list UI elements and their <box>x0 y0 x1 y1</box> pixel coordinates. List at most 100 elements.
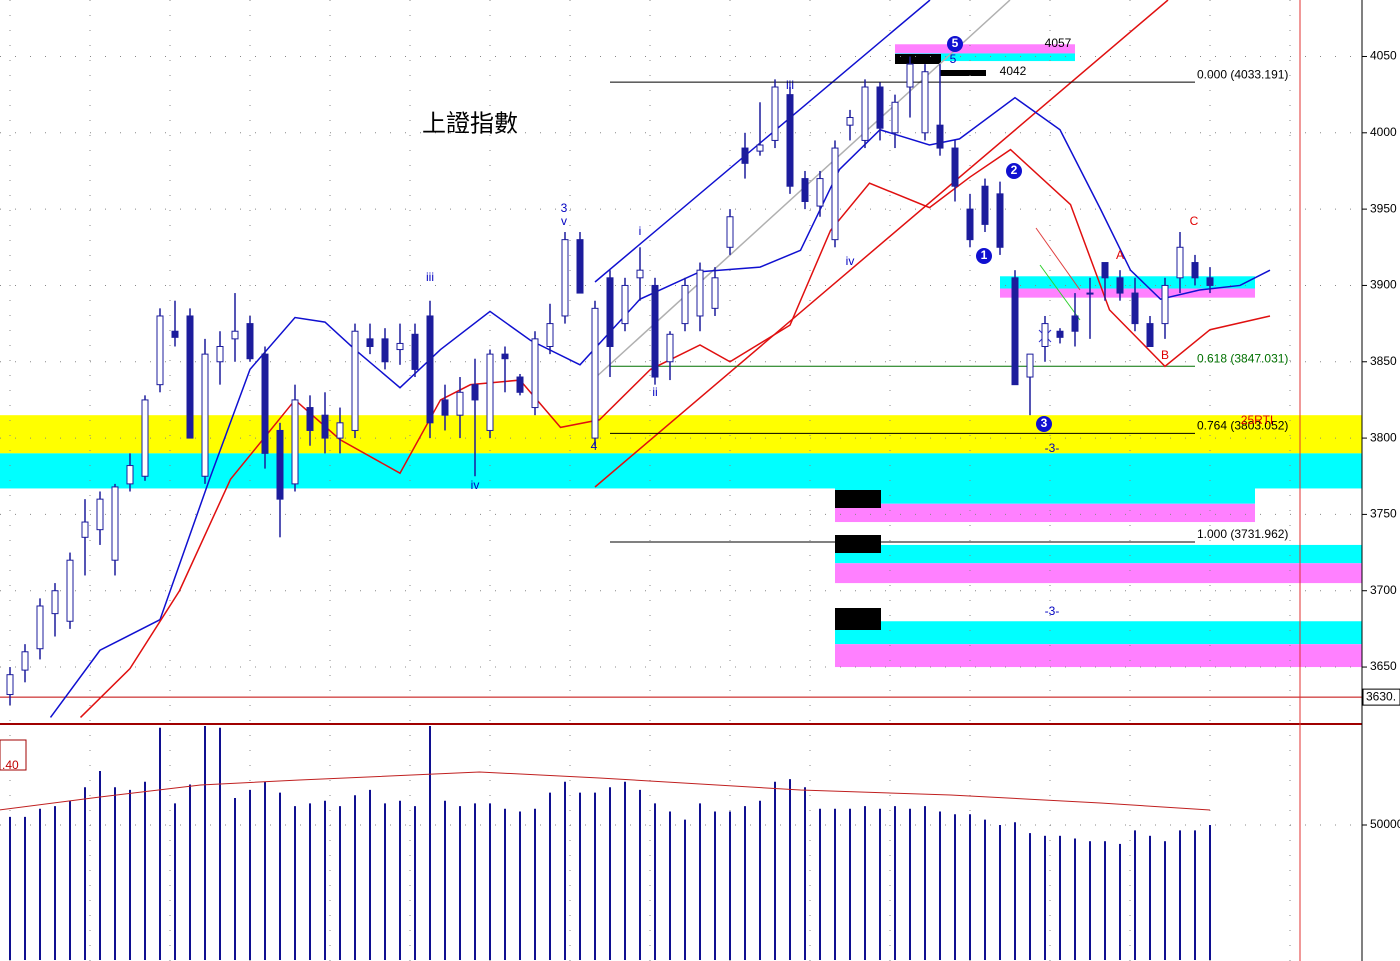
candle-body <box>471 384 479 401</box>
candle-body <box>486 353 494 431</box>
candle-body <box>126 465 134 485</box>
zone <box>835 563 1362 584</box>
candle-body <box>201 353 209 477</box>
candle-body <box>801 178 809 202</box>
candle-body <box>96 498 104 531</box>
price-tag <box>1362 688 1400 706</box>
candle-body <box>831 147 839 241</box>
candle-body <box>876 86 884 129</box>
candle-body <box>276 429 284 500</box>
marker-block <box>835 490 881 508</box>
candle-body <box>846 117 854 126</box>
zone <box>1000 276 1255 289</box>
price-pane <box>0 56 1362 718</box>
candle-body <box>726 216 734 248</box>
candle-body <box>621 284 629 325</box>
candle-body <box>336 422 344 439</box>
candle-body <box>966 208 974 241</box>
candle-body <box>516 376 524 393</box>
moving-average <box>79 148 1271 718</box>
annotation: -3- <box>1045 441 1060 455</box>
candle-body <box>651 284 659 378</box>
candle-body <box>1116 277 1124 294</box>
candle-body <box>6 674 14 696</box>
annotation: 3 <box>1041 416 1048 430</box>
fib-label: 0.618 (3847.031) <box>1197 351 1288 365</box>
wave-circle <box>1036 416 1052 432</box>
wave-circle <box>976 248 992 264</box>
candle-body <box>321 414 329 439</box>
candle-body <box>681 284 689 325</box>
fib-label: 1.000 (3731.962) <box>1197 527 1288 541</box>
annotation: i <box>639 224 642 238</box>
candle-body <box>816 178 824 207</box>
candle-body <box>531 338 539 409</box>
channel-line <box>594 0 931 283</box>
volume-label: .40 <box>2 758 19 772</box>
candle-body <box>1191 262 1199 279</box>
candle-body <box>411 333 419 370</box>
y-tick-label: 3750 <box>1370 507 1397 521</box>
chart-title: 上證指數 <box>422 110 518 138</box>
candle-body <box>156 315 164 386</box>
candle-body <box>1071 315 1079 332</box>
zones <box>0 44 1362 668</box>
candle-body <box>1026 353 1034 378</box>
trend-lines <box>594 0 1169 488</box>
candle-body <box>351 330 359 431</box>
annotation: 2 <box>1011 163 1018 177</box>
candle-body <box>636 269 644 279</box>
candle-body <box>171 330 179 338</box>
candle-body <box>456 391 464 416</box>
y-tick-label: 3950 <box>1370 201 1397 215</box>
zone <box>835 644 1362 668</box>
y-tick-label: 3700 <box>1370 583 1397 597</box>
candle-body <box>1101 262 1109 279</box>
marker-block <box>835 608 881 630</box>
candle-body <box>576 239 584 294</box>
annotation: A <box>1116 248 1124 262</box>
candle-body <box>36 605 44 650</box>
volume-pane <box>0 726 1211 960</box>
trend-line <box>594 0 1169 488</box>
candle-body <box>546 323 554 347</box>
y-tick-label: 4000 <box>1370 125 1397 139</box>
fib-label: 0.764 (3803.052) <box>1197 419 1288 433</box>
candle-body <box>66 559 74 622</box>
candle-body <box>996 193 1004 248</box>
candle-body <box>951 147 959 187</box>
annotation: 5 <box>950 52 957 66</box>
annotation: v <box>561 214 567 228</box>
zone <box>835 544 1362 564</box>
y-tick-label: 4050 <box>1370 49 1397 63</box>
candle-body <box>381 338 389 363</box>
fib-label: 0.000 (4033.191) <box>1197 67 1288 81</box>
sketch-line <box>1035 227 1081 291</box>
fib-levels: 0.000 (4033.191) 0.618 (3847.031) 0.764 (3… <box>610 67 1288 543</box>
candle-body <box>711 277 719 309</box>
annotation: iv <box>846 254 855 268</box>
annotation: 5 <box>952 36 959 50</box>
candle-body <box>111 486 119 561</box>
candle-body <box>81 521 89 538</box>
price-tag-label: 3630. <box>1366 689 1396 703</box>
annotation: 1 <box>981 248 988 262</box>
zone <box>895 53 1075 62</box>
annotation: iii <box>426 270 434 284</box>
candle-body <box>591 307 599 439</box>
zone <box>835 468 1255 504</box>
zone <box>1000 288 1255 298</box>
candle-body <box>771 86 779 141</box>
y-tick-label: 50000 <box>1370 817 1400 831</box>
candle-body <box>1011 277 1019 386</box>
candle-body <box>861 86 869 141</box>
candle-body <box>1176 246 1184 279</box>
marker-block <box>895 54 941 64</box>
zone <box>835 621 1362 645</box>
candle-body <box>366 338 374 347</box>
annotation: -3- <box>1045 604 1060 618</box>
candle-body <box>306 407 314 431</box>
candle-body <box>921 71 929 134</box>
candle-body <box>231 330 239 340</box>
